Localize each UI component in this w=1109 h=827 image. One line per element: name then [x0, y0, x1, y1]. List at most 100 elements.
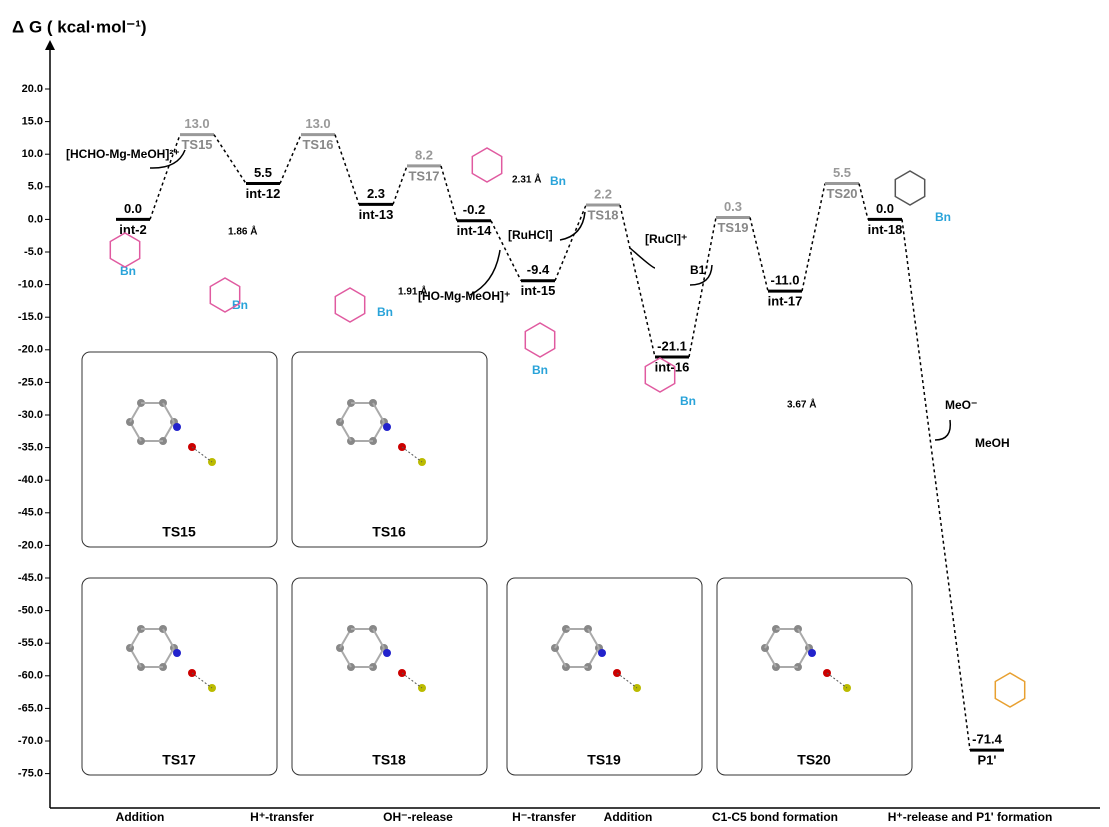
phase-label: Addition	[604, 810, 653, 824]
bond	[401, 446, 423, 463]
annotation: Bn	[232, 298, 248, 312]
bond	[587, 628, 600, 649]
level-name: int-14	[457, 223, 492, 238]
reaction-arrow	[559, 211, 586, 241]
structure-panel	[291, 351, 488, 548]
structure-sketch	[761, 624, 851, 692]
value-label: 5.5	[833, 165, 851, 180]
structure-sketch	[126, 398, 216, 466]
value-label: -11.0	[771, 273, 800, 288]
phase-label: C1-C5 bond formation	[712, 810, 838, 824]
panel-label: TS16	[372, 524, 406, 540]
panel-label: TS18	[372, 752, 406, 768]
y-tick-label: 20.0	[22, 83, 43, 95]
structure-sketch	[336, 624, 426, 692]
y-tick-label: -20.0	[18, 539, 43, 551]
bond	[372, 402, 385, 423]
value-label: 13.0	[184, 116, 209, 131]
y-tick-label: 0.0	[28, 213, 43, 225]
y-tick-label: -30.0	[18, 409, 43, 421]
y-tick-label: -40.0	[18, 474, 43, 486]
phase-label: OH⁻-release	[383, 810, 453, 824]
y-axis-arrow	[45, 40, 55, 50]
structure-sketch	[551, 624, 641, 692]
molecule-ring	[894, 170, 926, 206]
atom	[173, 649, 181, 657]
y-tick-label: -10.0	[18, 279, 43, 291]
phase-label: Addition	[116, 810, 165, 824]
annotation: Bn	[120, 264, 136, 278]
value-label: 2.3	[367, 186, 385, 201]
y-tick-label: -55.0	[18, 637, 43, 649]
y-tick-label: -45.0	[18, 572, 43, 584]
value-label: -21.1	[657, 338, 687, 353]
structure-panel	[291, 577, 488, 776]
panel-label: TS19	[587, 752, 621, 768]
bond	[401, 672, 423, 689]
annotation: Bn	[377, 305, 393, 319]
bond	[162, 628, 175, 649]
connector	[213, 134, 247, 184]
y-tick-label: 15.0	[22, 116, 43, 128]
molecule-ring	[109, 232, 141, 268]
y-tick-label: 10.0	[22, 148, 43, 160]
y-tick-label: -5.0	[24, 246, 43, 258]
annotation: 3.67 Å	[787, 398, 816, 411]
connector	[619, 204, 656, 358]
connector	[440, 165, 458, 221]
annotation: [HO-Mg-MeOH]⁺	[418, 289, 510, 303]
phase-label: H⁺-release and P1' formation	[888, 810, 1053, 824]
y-tick-label: -35.0	[18, 442, 43, 454]
phase-label: H⁻-transfer	[512, 810, 576, 824]
annotation: MeO⁻	[945, 398, 977, 412]
reaction-arrow	[469, 249, 501, 296]
level-name: TS15	[181, 137, 212, 152]
bond	[797, 628, 810, 649]
annotation: Bn	[532, 363, 548, 377]
bond	[826, 672, 848, 689]
panel-label: TS15	[162, 524, 196, 540]
value-label: 5.5	[254, 165, 272, 180]
molecule-ring	[644, 357, 676, 393]
y-tick-label: -50.0	[18, 605, 43, 617]
molecule-ring	[209, 277, 241, 313]
value-label: 13.0	[305, 116, 330, 131]
level-name: int-16	[655, 359, 690, 374]
annotation: [HCHO-Mg-MeOH]²⁺	[66, 147, 180, 161]
connector	[334, 134, 360, 205]
structure-panel	[506, 577, 703, 776]
structure-panel	[81, 351, 278, 548]
molecule-ring	[994, 672, 1026, 708]
connector	[554, 204, 587, 281]
annotation: 1.86 Å	[228, 225, 257, 238]
reaction-arrow	[629, 247, 656, 269]
value-label: -0.2	[463, 202, 485, 217]
connector	[688, 217, 717, 358]
reaction-arrow	[934, 419, 952, 441]
connector	[392, 165, 408, 205]
structure-panel	[81, 577, 278, 776]
annotation: 1.91 Å	[398, 285, 427, 298]
bond	[372, 628, 385, 649]
connector	[749, 217, 769, 292]
molecule-ring	[334, 287, 366, 323]
value-label: 2.2	[594, 186, 612, 201]
molecule-ring	[524, 322, 556, 358]
structure-sketch	[336, 398, 426, 466]
value-label: 0.0	[124, 201, 142, 216]
value-label: -71.4	[972, 732, 1002, 747]
connector	[901, 219, 971, 751]
y-tick-label: -25.0	[18, 376, 43, 388]
bond	[162, 402, 175, 423]
y-tick-label: -45.0	[18, 507, 43, 519]
chart-title: Δ G ( kcal·mol⁻¹)	[12, 17, 147, 36]
connector	[149, 134, 181, 220]
level-name: int-13	[359, 207, 394, 222]
level-name: int-17	[768, 294, 803, 309]
level-name: TS19	[717, 220, 748, 235]
connector	[279, 134, 302, 184]
reaction-arrow	[689, 264, 713, 286]
phase-label: H⁺-transfer	[250, 810, 314, 824]
reaction-arrow	[149, 149, 186, 169]
level-name: int-12	[246, 186, 281, 201]
